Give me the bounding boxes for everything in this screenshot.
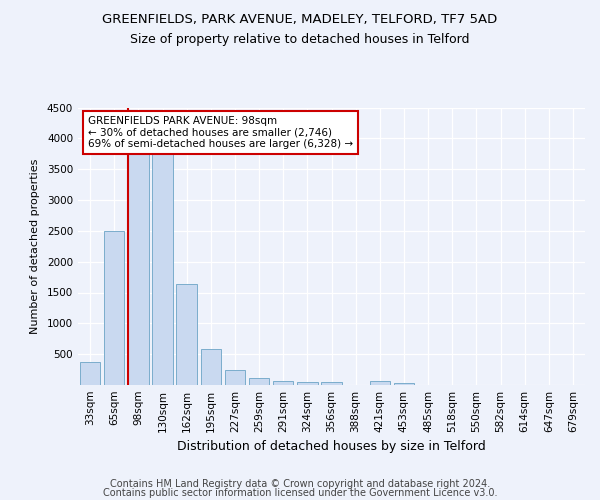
- Bar: [297, 382, 317, 385]
- Bar: [152, 154, 173, 385]
- Bar: [394, 382, 414, 385]
- Bar: [176, 284, 197, 385]
- Text: GREENFIELDS PARK AVENUE: 98sqm
← 30% of detached houses are smaller (2,746)
69% : GREENFIELDS PARK AVENUE: 98sqm ← 30% of …: [88, 116, 353, 149]
- Y-axis label: Number of detached properties: Number of detached properties: [30, 158, 40, 334]
- Bar: [200, 349, 221, 385]
- Bar: [80, 362, 100, 385]
- Bar: [249, 378, 269, 385]
- Text: Size of property relative to detached houses in Telford: Size of property relative to detached ho…: [130, 32, 470, 46]
- Bar: [104, 231, 124, 385]
- X-axis label: Distribution of detached houses by size in Telford: Distribution of detached houses by size …: [177, 440, 486, 454]
- Bar: [224, 370, 245, 385]
- Text: GREENFIELDS, PARK AVENUE, MADELEY, TELFORD, TF7 5AD: GREENFIELDS, PARK AVENUE, MADELEY, TELFO…: [103, 12, 497, 26]
- Text: Contains HM Land Registry data © Crown copyright and database right 2024.: Contains HM Land Registry data © Crown c…: [110, 479, 490, 489]
- Text: Contains public sector information licensed under the Government Licence v3.0.: Contains public sector information licen…: [103, 488, 497, 498]
- Bar: [370, 381, 390, 385]
- Bar: [128, 154, 149, 385]
- Bar: [273, 381, 293, 385]
- Bar: [321, 382, 342, 385]
